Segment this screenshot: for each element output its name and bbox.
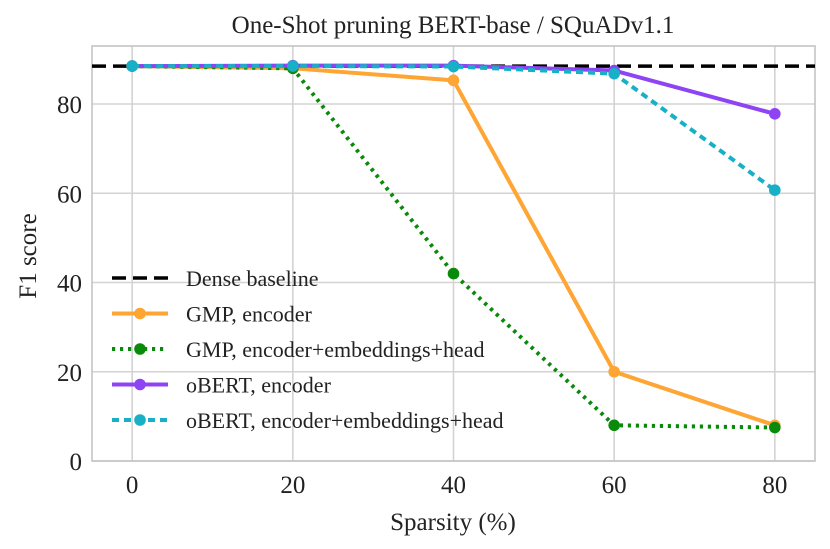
y-tick-label: 80 bbox=[57, 92, 82, 119]
x-tick-label: 60 bbox=[602, 472, 627, 499]
grid bbox=[92, 46, 815, 462]
x-tick-label: 80 bbox=[762, 472, 787, 499]
data-point bbox=[126, 60, 138, 72]
data-point bbox=[608, 67, 620, 80]
data-point bbox=[608, 419, 620, 432]
data-point bbox=[769, 421, 781, 434]
legend: Dense baseline GMP, encoder GMP, encoder+e… bbox=[112, 266, 504, 433]
legend-marker bbox=[134, 307, 146, 320]
y-axis-label: F1 score bbox=[15, 213, 42, 298]
legend-label: oBERT, encoder+embeddings+head bbox=[186, 408, 504, 433]
x-tick-label: 0 bbox=[126, 472, 139, 499]
axes: 0 20 40 60 80 0 20 40 60 80 bbox=[57, 45, 816, 499]
legend-marker bbox=[134, 343, 146, 355]
data-point bbox=[447, 74, 460, 87]
data-marks bbox=[92, 59, 815, 434]
y-tick-label: 0 bbox=[70, 449, 83, 476]
plot-frame bbox=[91, 45, 816, 462]
y-tick-label: 40 bbox=[57, 271, 82, 298]
x-tick-label: 20 bbox=[280, 472, 305, 499]
legend-label: GMP, encoder+embeddings+head bbox=[186, 337, 485, 362]
data-point bbox=[769, 184, 781, 196]
legend-label: GMP, encoder bbox=[186, 302, 313, 327]
x-tick-label: 40 bbox=[441, 472, 466, 499]
chart-title: One-Shot pruning BERT-base / SQuADv1.1 bbox=[232, 12, 675, 39]
legend-label: Dense baseline bbox=[186, 266, 319, 291]
x-axis-label: Sparsity (%) bbox=[390, 509, 516, 536]
legend-marker bbox=[134, 414, 146, 426]
data-point bbox=[447, 267, 460, 280]
y-tick-label: 20 bbox=[57, 360, 82, 387]
legend-label: oBERT, encoder bbox=[186, 373, 332, 398]
y-tick-label: 60 bbox=[57, 181, 82, 208]
data-point bbox=[447, 60, 460, 73]
data-point bbox=[608, 365, 620, 378]
data-point bbox=[287, 60, 299, 72]
data-point bbox=[769, 108, 781, 120]
legend-marker bbox=[134, 378, 146, 391]
